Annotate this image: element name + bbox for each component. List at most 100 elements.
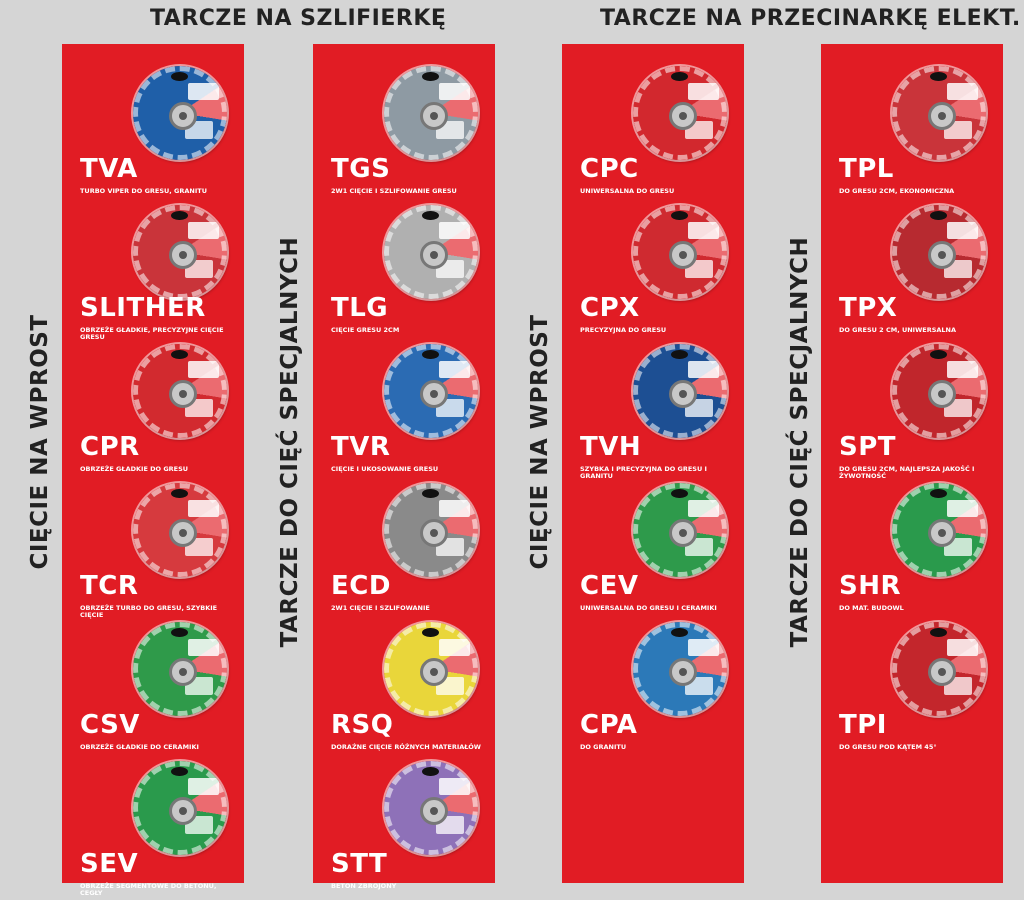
product-card[interactable]: CPC UNIWERSALNA DO GRESU <box>562 66 744 205</box>
disc-logo <box>421 71 439 82</box>
product-description: SZYBKA I PRECYZYJNA DO GRESU I GRANITU <box>580 465 707 480</box>
disc-logo <box>670 210 688 221</box>
product-card[interactable]: TGS 2W1 CIĘCIE I SZLIFOWANIE GRESU <box>313 66 495 205</box>
disc-logo <box>929 488 947 499</box>
disc-ring <box>384 344 478 438</box>
product-card[interactable]: CPR OBRZEŻE GŁADKIE DO GRESU <box>62 344 244 483</box>
disc-ring <box>633 205 727 299</box>
product-card[interactable]: ECD 2W1 CIĘCIE I SZLIFOWANIE <box>313 483 495 622</box>
disc-hub <box>669 658 697 686</box>
product-description: CIĘCIE GRESU 2CM <box>331 326 400 334</box>
product-card[interactable]: TVR CIĘCIE I UKOSOWANIE GRESU <box>313 344 495 483</box>
side-label-text: TARCZE DO CIĘĆ SPECJALNYCH <box>277 236 303 647</box>
disc-hub <box>420 658 448 686</box>
product-code: ECD <box>331 571 391 601</box>
product-card[interactable]: CPA DO GRANITU <box>562 622 744 761</box>
product-card[interactable]: TLG CIĘCIE GRESU 2CM <box>313 205 495 344</box>
product-card[interactable]: SPT DO GRESU 2CM, NAJLEPSZA JAKOŚĆ I ŻYWO… <box>821 344 1003 483</box>
disc-logo <box>670 349 688 360</box>
product-description: UNIWERSALNA DO GRESU I CERAMIKI <box>580 604 717 612</box>
disc-image <box>892 66 986 160</box>
disc-tag <box>687 638 720 656</box>
disc-ring <box>133 483 227 577</box>
disc-hub <box>928 519 956 547</box>
disc-image <box>133 622 227 716</box>
product-card[interactable]: TPI DO GRESU POD KĄTEM 45° <box>821 622 1003 761</box>
product-card[interactable]: SHR DO MAT. BUDOWL <box>821 483 1003 622</box>
product-description: OBRZEŻE GŁADKIE, PRECYZYJNE CIĘCIE GRESU <box>80 326 224 341</box>
disc-image <box>133 205 227 299</box>
product-code: SPT <box>839 432 897 462</box>
disc-hub <box>169 519 197 547</box>
disc-image <box>892 483 986 577</box>
product-code: TVA <box>80 154 138 184</box>
product-code: TPI <box>839 710 887 740</box>
product-description: OBRZEŻE GŁADKIE DO CERAMIKI <box>80 743 199 751</box>
disc-image <box>892 205 986 299</box>
product-card[interactable]: TPX DO GRESU 2 CM, UNIWERSALNA <box>821 205 1003 344</box>
disc-image <box>633 205 727 299</box>
disc-logo <box>421 627 439 638</box>
product-code: CPC <box>580 154 639 184</box>
disc-hub <box>169 797 197 825</box>
product-card[interactable]: CEV UNIWERSALNA DO GRESU I CERAMIKI <box>562 483 744 622</box>
disc-hub <box>169 658 197 686</box>
product-description: DO GRANITU <box>580 743 627 751</box>
product-card[interactable]: TCR OBRZEŻE TURBO DO GRESU, SZYBKIE CIĘCI… <box>62 483 244 622</box>
side-label-special-cuts-2: TARCZE DO CIĘĆ SPECJALNYCH <box>780 0 820 883</box>
disc-ring <box>633 344 727 438</box>
disc-tag <box>687 221 720 239</box>
disc-tag <box>687 360 720 378</box>
product-description: DORAŹNE CIĘCIE RÓŻNYCH MATERIAŁÓW <box>331 743 481 751</box>
disc-logo <box>421 766 439 777</box>
disc-image <box>633 483 727 577</box>
disc-tag <box>187 777 220 795</box>
disc-image <box>384 761 478 855</box>
disc-hub <box>928 241 956 269</box>
disc-image <box>384 622 478 716</box>
disc-image <box>384 483 478 577</box>
disc-tag <box>438 360 471 378</box>
header-cutter-discs: TARCZE NA PRZECINARKĘ ELEKT. <box>600 6 1021 31</box>
product-card[interactable]: TVH SZYBKA I PRECYZYJNA DO GRESU I GRANIT… <box>562 344 744 483</box>
product-code: TVH <box>580 432 642 462</box>
disc-logo <box>670 488 688 499</box>
product-card[interactable]: RSQ DORAŹNE CIĘCIE RÓŻNYCH MATERIAŁÓW <box>313 622 495 761</box>
product-card[interactable]: TVA TURBO VIPER DO GRESU, GRANITU <box>62 66 244 205</box>
product-code: SEV <box>80 849 139 879</box>
product-code: SLITHER <box>80 293 206 323</box>
disc-image <box>133 761 227 855</box>
product-code: CPR <box>80 432 140 462</box>
product-description: BETON ZBROJONY <box>331 882 397 890</box>
product-card[interactable]: TPL DO GRESU 2CM, EKONOMICZNA <box>821 66 1003 205</box>
product-card[interactable]: CSV OBRZEŻE GŁADKIE DO CERAMIKI <box>62 622 244 761</box>
disc-image <box>133 483 227 577</box>
side-label-straight-cut-2: CIĘCIE NA WPROST <box>520 0 560 883</box>
product-description: DO MAT. BUDOWL <box>839 604 904 612</box>
disc-tag <box>438 82 471 100</box>
product-card[interactable]: SLITHER OBRZEŻE GŁADKIE, PRECYZYJNE CIĘCI… <box>62 205 244 344</box>
product-column: TGS 2W1 CIĘCIE I SZLIFOWANIE GRESU TLG CIĘC… <box>313 44 495 890</box>
product-code: CEV <box>580 571 639 601</box>
disc-hub <box>928 380 956 408</box>
disc-ring <box>892 344 986 438</box>
product-code: CPX <box>580 293 640 323</box>
product-description: 2W1 CIĘCIE I SZLIFOWANIE GRESU <box>331 187 457 195</box>
product-card[interactable]: CPX PRECYZYJNA DO GRESU <box>562 205 744 344</box>
disc-tag <box>946 82 979 100</box>
product-card[interactable]: STT BETON ZBROJONY <box>313 761 495 900</box>
disc-hub <box>420 380 448 408</box>
disc-hub <box>669 380 697 408</box>
disc-ring <box>892 205 986 299</box>
product-code: CSV <box>80 710 140 740</box>
product-code: TLG <box>331 293 389 323</box>
disc-ring <box>892 66 986 160</box>
disc-ring <box>633 483 727 577</box>
product-card[interactable]: SEV OBRZEŻE SEGMENTOWE DO BETONU, CEGŁY <box>62 761 244 900</box>
side-label-text: CIĘCIE NA WPROST <box>27 313 53 570</box>
product-code: STT <box>331 849 388 879</box>
disc-image <box>384 66 478 160</box>
disc-tag <box>946 638 979 656</box>
disc-image <box>633 66 727 160</box>
disc-ring <box>133 761 227 855</box>
